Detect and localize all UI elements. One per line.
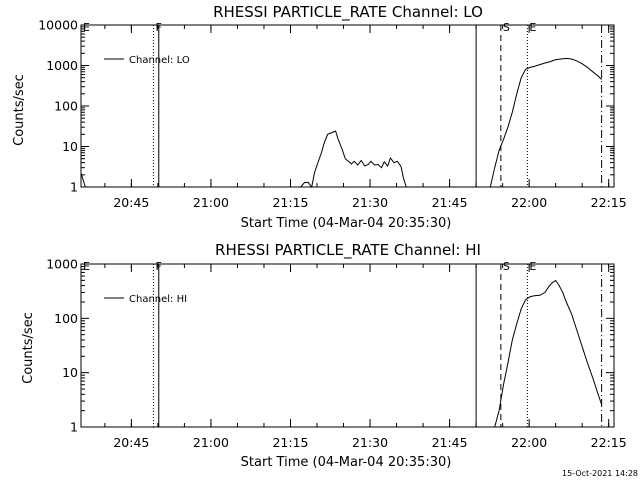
x-axis-label-lo: Start Time (04-Mar-04 20:35:30) [241,216,452,231]
tick-group-hi [81,263,614,428]
x-tick-label: 21:00 [193,435,229,450]
legend-label-hi: Channel: HI [129,294,187,305]
legend-lo: Channel: LO [104,55,190,66]
tick-label-group-lo: 1 10 100 1000 10000 20:45 21:00 21:15 21:30 21:45… [38,18,626,211]
tick-group-lo [81,24,614,188]
y-tick-label: 100 [54,99,78,114]
x-tick-label: 20:45 [113,195,149,210]
series-line-lo [300,130,407,189]
y-tick-label: 1 [70,420,78,435]
x-tick-label: 21:15 [272,435,308,450]
x-tick-label: 22:00 [511,195,547,210]
series-line-lo [489,57,602,188]
y-axis-label-lo: Counts/sec [12,74,27,146]
lo-channel-panel: RHESSI PARTICLE_RATE Channel: LO Counts/… [12,3,627,231]
y-tick-label: 10 [62,139,78,154]
marker-group-hi: EFSE [80,260,603,427]
y-tick-label: 1 [70,180,78,195]
hi-channel-panel: RHESSI PARTICLE_RATE Channel: HI Counts/… [21,241,627,470]
marker-label: E [529,260,536,273]
x-axis-label-hi: Start Time (04-Mar-04 20:35:30) [241,455,452,470]
y-tick-label: 1000 [46,58,78,73]
x-tick-label: 21:30 [352,195,388,210]
series-line-hi [494,279,603,428]
x-tick-label: 22:15 [591,195,627,210]
y-axis-label-hi: Counts/sec [21,312,36,384]
x-tick-label: 21:00 [193,195,229,210]
tick-label-group-hi: 1 10 100 1000 20:45 21:00 21:15 21:30 21:45 22:00… [46,257,627,451]
y-tick-label: 100 [54,311,78,326]
x-tick-label: 21:15 [272,195,308,210]
legend-hi: Channel: HI [104,294,187,305]
marker-label: S [503,21,510,34]
chart-title-hi: RHESSI PARTICLE_RATE Channel: HI [215,241,481,260]
plot-frame-hi [80,263,615,428]
series-line-lo [80,172,86,188]
series-group-hi [494,279,603,428]
legend-label-lo: Channel: LO [129,55,190,66]
x-tick-label: 21:30 [352,435,388,450]
marker-label: E [529,21,536,34]
footer-timestamp: 15-Oct-2021 14:28 [562,469,638,478]
marker-label: S [503,260,510,273]
series-group-lo [80,57,602,189]
x-tick-label: 22:15 [591,435,627,450]
x-tick-label: 20:45 [113,435,149,450]
x-tick-label: 21:45 [432,195,468,210]
plot-frame-lo [80,24,615,188]
x-tick-label: 22:00 [511,435,547,450]
marker-label: E [83,260,90,273]
marker-label: E [83,21,90,34]
y-tick-label: 10 [62,365,78,380]
y-tick-label: 10000 [38,18,78,33]
x-tick-label: 21:45 [432,435,468,450]
chart-title-lo: RHESSI PARTICLE_RATE Channel: LO [213,3,483,22]
marker-group-lo: EFSE [80,21,603,187]
y-tick-label: 1000 [46,257,78,272]
